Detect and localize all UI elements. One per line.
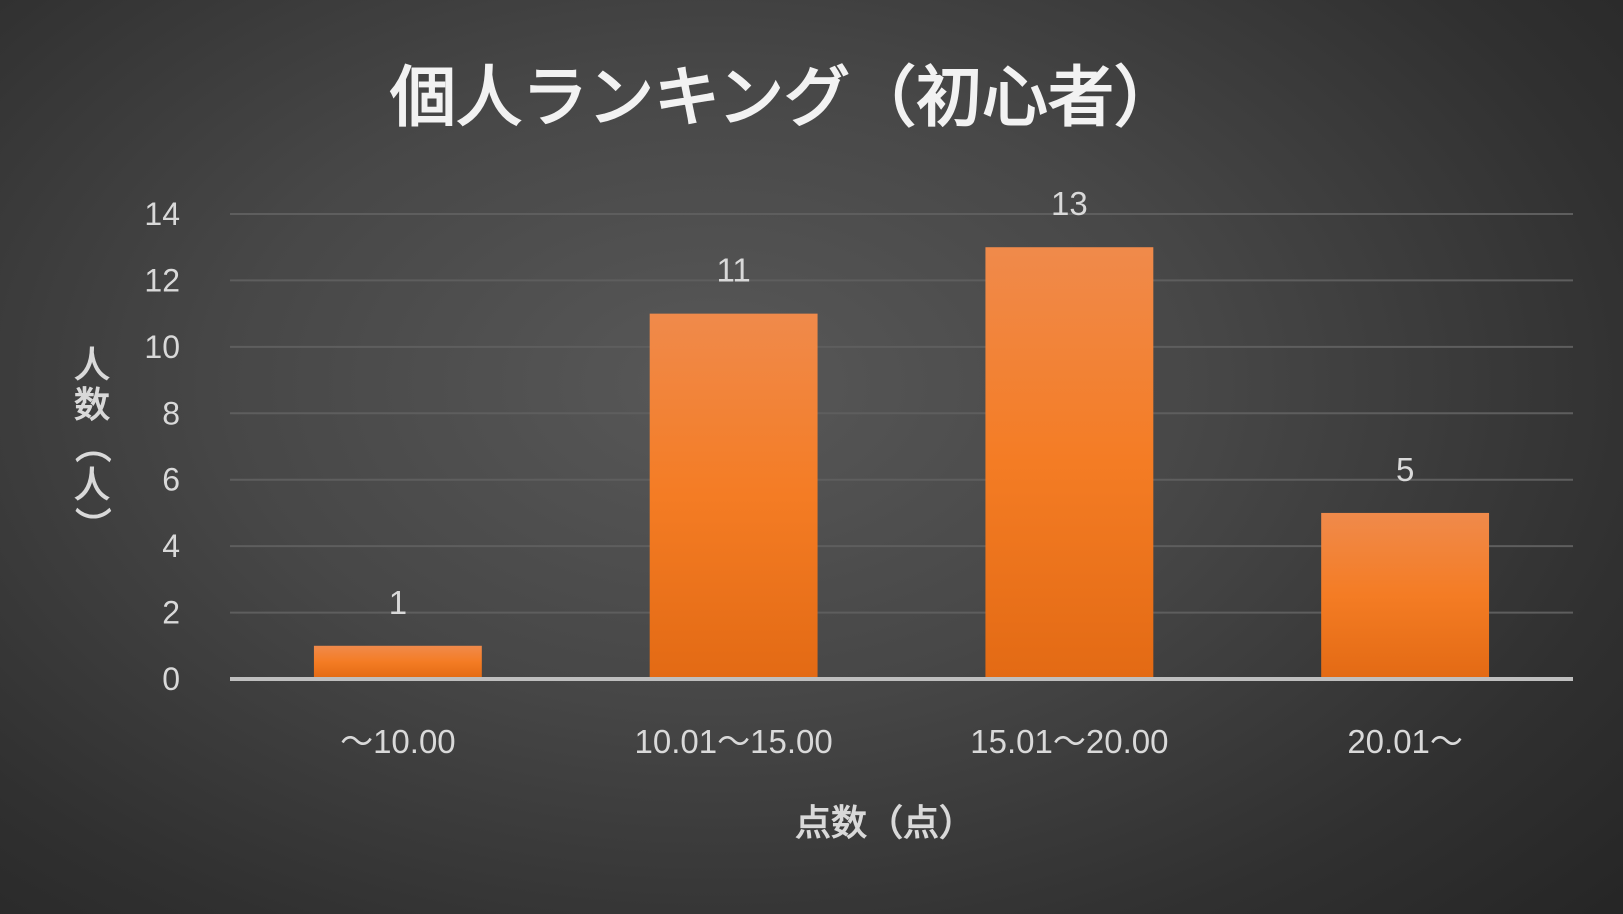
bar xyxy=(985,247,1154,678)
chart-title: 個人ランキング（初心者） xyxy=(389,59,1180,136)
y-tick-label: 2 xyxy=(162,595,180,631)
y-axis-title-char: ） xyxy=(71,507,112,543)
x-category-label: 15.01～20.00 xyxy=(970,723,1168,760)
y-tick-label: 10 xyxy=(144,329,180,365)
x-category-label: 10.01～15.00 xyxy=(635,723,833,760)
x-category-label: ～10.00 xyxy=(340,723,456,760)
bars xyxy=(313,247,1490,678)
x-axis-title: 点数（点） xyxy=(795,803,975,844)
y-axis-title-char: （ xyxy=(71,427,112,463)
y-tick-label: 14 xyxy=(144,196,180,232)
x-axis-categories: ～10.00 10.01～15.00 15.01～20.00 20.01～ xyxy=(340,723,1463,760)
y-tick-label: 0 xyxy=(162,661,180,697)
x-category-label: 20.01～ xyxy=(1347,723,1463,760)
y-axis-title-char: 人 xyxy=(74,345,110,386)
y-tick-label: 6 xyxy=(162,462,180,498)
data-label: 5 xyxy=(1396,451,1414,488)
y-tick-label: 8 xyxy=(162,395,180,431)
y-tick-label: 12 xyxy=(144,262,180,298)
gridlines xyxy=(230,213,1573,614)
data-label: 1 xyxy=(389,584,407,621)
bar xyxy=(313,645,482,678)
y-axis-title-char: 数 xyxy=(74,385,110,426)
bar xyxy=(1321,512,1490,678)
y-tick-label: 4 xyxy=(162,528,180,564)
data-label: 13 xyxy=(1051,185,1088,222)
y-axis-title: 人数（人） xyxy=(71,345,112,543)
bar xyxy=(649,313,818,678)
y-axis-title-char: 人 xyxy=(74,465,110,506)
data-label: 11 xyxy=(716,252,750,289)
y-axis-ticks: 0 2 4 6 8 10 12 14 xyxy=(144,196,180,697)
